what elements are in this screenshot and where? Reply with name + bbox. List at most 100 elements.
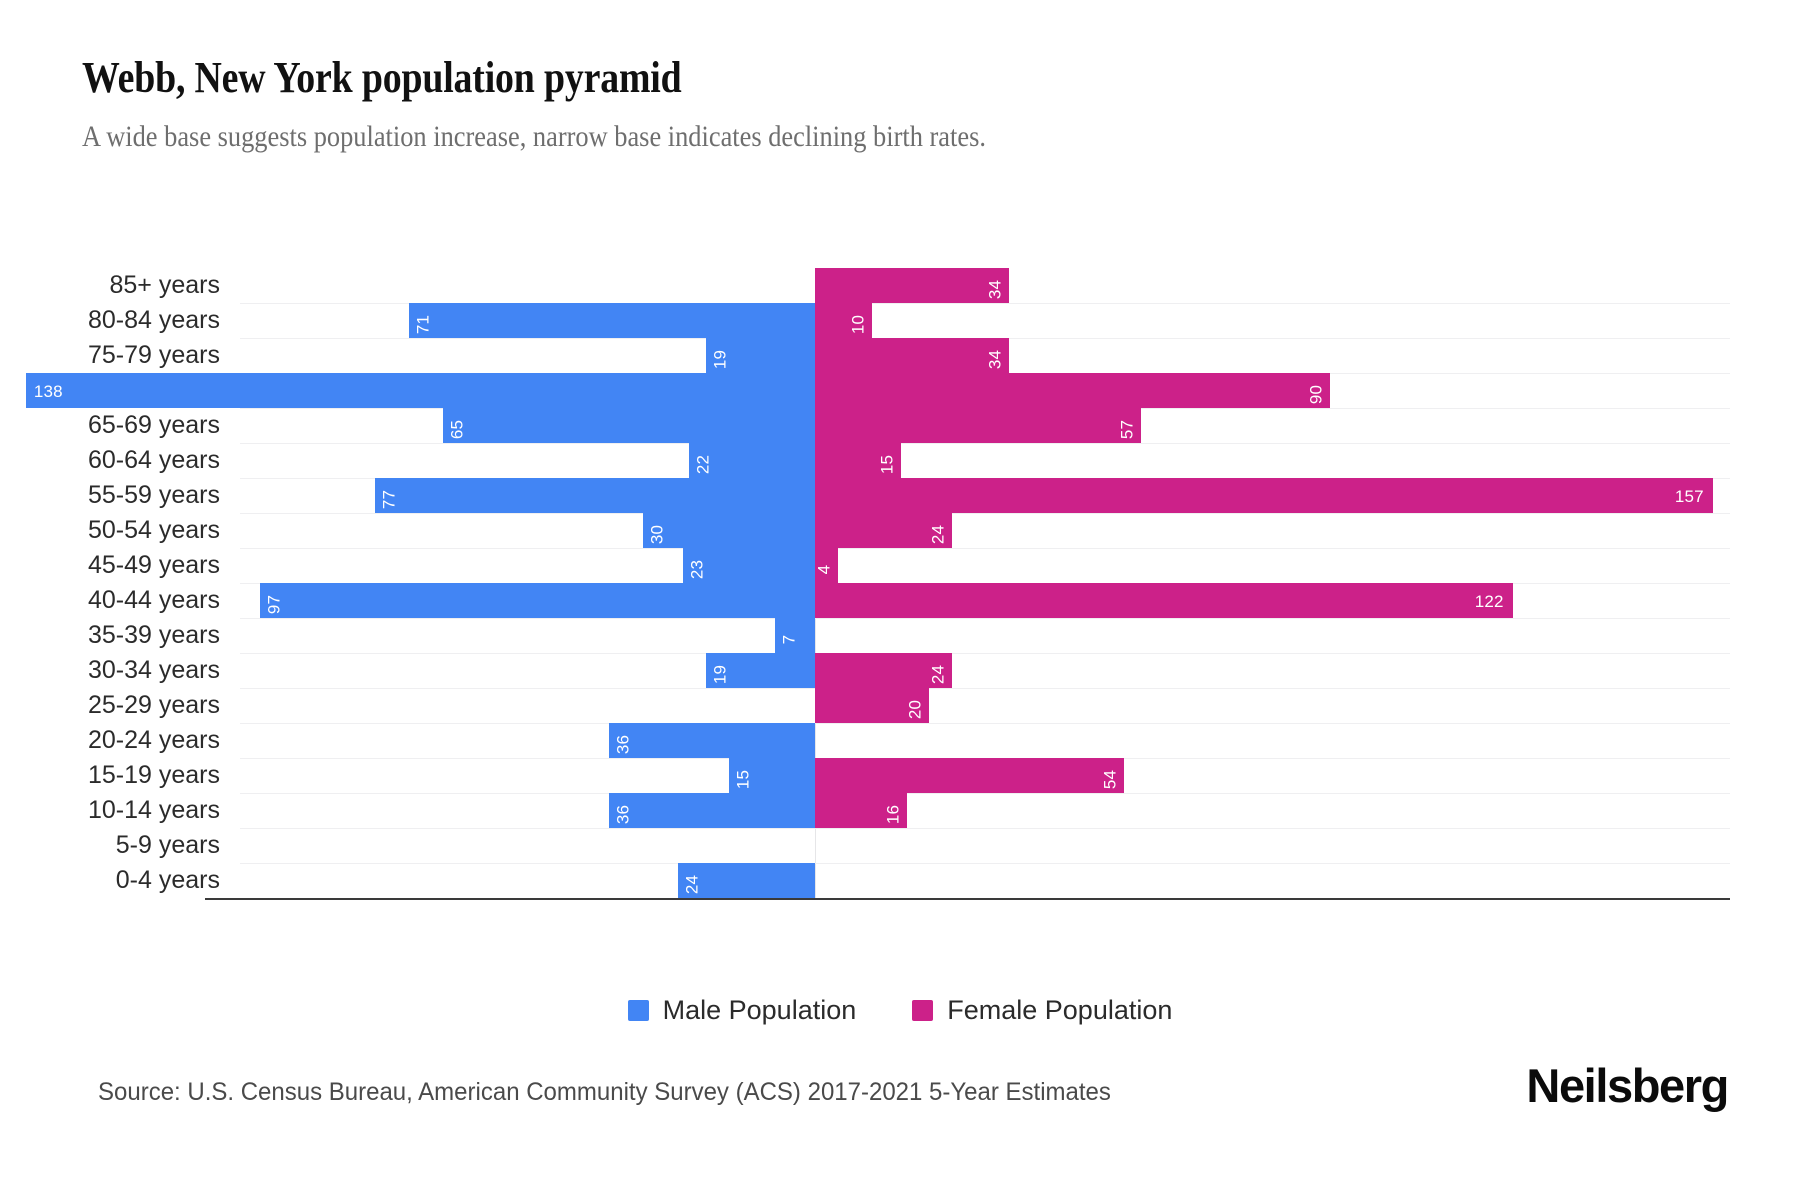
gridline [240, 548, 1730, 549]
bar-male[interactable] [706, 653, 815, 688]
bar-value-label-male: 65 [447, 419, 467, 440]
page-title: Webb, New York population pyramid [82, 53, 682, 102]
legend-item-female[interactable]: Female Population [912, 995, 1172, 1026]
bar-male[interactable] [374, 478, 815, 513]
bar-female[interactable] [815, 478, 1713, 513]
bar-value-label-male: 19 [710, 349, 730, 370]
bar-male[interactable] [774, 618, 815, 653]
bar-value-label-female: 15 [877, 454, 897, 475]
bar-female[interactable] [815, 268, 1010, 303]
bar-male[interactable] [729, 758, 815, 793]
bar-value-label-female: 24 [928, 664, 948, 685]
gridline [240, 688, 1730, 689]
bar-value-label-female: 34 [985, 279, 1005, 300]
bar-male[interactable] [260, 583, 815, 618]
gridline [240, 513, 1730, 514]
bar-male[interactable] [706, 338, 815, 373]
bar-male[interactable] [677, 863, 815, 898]
gridline [240, 863, 1730, 864]
bar-value-label-male: 22 [693, 454, 713, 475]
y-axis-tick-label: 35-39 years [87, 621, 220, 649]
gridline [240, 443, 1730, 444]
legend-swatch-male-icon [627, 1000, 649, 1021]
y-axis-tick-label: 45-49 years [87, 551, 220, 579]
bar-female[interactable] [815, 443, 901, 478]
y-axis-tick-label: 40-44 years [87, 586, 220, 614]
page-subtitle: A wide base suggests population increase… [82, 120, 986, 153]
bar-value-label-female: 4 [814, 564, 834, 575]
bar-value-label-female: 122 [1474, 592, 1504, 611]
y-axis-tick-label: 80-84 years [87, 306, 220, 334]
bar-value-label-male: 97 [264, 594, 284, 615]
y-axis-tick-label: 60-64 years [87, 446, 220, 474]
y-axis-tick-label: 10-14 years [87, 796, 220, 824]
bar-value-label-female: 157 [1674, 487, 1704, 506]
bar-value-label-male: 15 [733, 769, 753, 790]
chart-legend: Male Population Female Population [0, 995, 1800, 1026]
bar-value-label-male: 23 [687, 559, 707, 580]
bar-female[interactable] [815, 793, 907, 828]
bar-value-label-female: 90 [1306, 384, 1326, 405]
y-axis-tick-label: 30-34 years [87, 656, 220, 684]
bar-male[interactable] [609, 793, 815, 828]
bar-value-label-female: 24 [928, 524, 948, 545]
bar-female[interactable] [815, 758, 1124, 793]
bar-value-label-male: 7 [779, 634, 799, 645]
bar-value-label-male: 36 [613, 734, 633, 755]
gridline [240, 653, 1730, 654]
bar-male[interactable] [408, 303, 815, 338]
legend-swatch-female-icon [912, 1000, 934, 1021]
brand-logo: Neilsberg [1526, 1059, 1729, 1112]
y-axis-tick-label: 25-29 years [87, 691, 220, 719]
bar-value-label-female: 20 [905, 699, 925, 720]
gridline [240, 828, 1730, 829]
y-axis-tick-label: 85+ years [109, 271, 221, 299]
y-axis-tick-label: 75-79 years [87, 341, 220, 369]
y-axis-tick-label: 50-54 years [87, 516, 220, 544]
bar-female[interactable] [815, 513, 953, 548]
bar-male[interactable] [609, 723, 815, 758]
bar-value-label-female: 57 [1117, 419, 1137, 440]
bar-value-label-male: 24 [682, 874, 702, 895]
y-axis-tick-label: 55-59 years [87, 481, 220, 509]
source-note: Source: U.S. Census Bureau, American Com… [98, 1078, 1111, 1106]
x-axis-baseline [205, 898, 1730, 900]
bar-male[interactable] [643, 513, 815, 548]
bar-male[interactable] [25, 373, 815, 408]
bar-male[interactable] [689, 443, 815, 478]
bar-male[interactable] [443, 408, 815, 443]
bar-female[interactable] [815, 338, 1010, 373]
bar-value-label-female: 16 [883, 804, 902, 825]
bar-value-label-male: 71 [413, 314, 433, 335]
bar-value-label-female: 54 [1100, 769, 1120, 790]
bar-female[interactable] [815, 583, 1513, 618]
bar-value-label-female: 10 [848, 314, 868, 335]
bar-female[interactable] [815, 408, 1141, 443]
y-axis-tick-label: 0-4 years [115, 866, 220, 894]
gridline [240, 793, 1730, 794]
gridline [240, 303, 1730, 304]
y-axis-tick-label: 65-69 years [87, 411, 220, 439]
bar-male[interactable] [683, 548, 815, 583]
legend-label-male: Male Population [662, 995, 857, 1025]
y-axis-tick-label: 5-9 years [115, 831, 220, 859]
gridline [240, 618, 1730, 619]
bar-value-label-male: 36 [613, 804, 633, 825]
plot-area: 34 71 10 19 34 138 90 65 57 22 15 77 157 30 24 23 4 97 122… [25, 268, 1730, 900]
y-axis-tick-label: 15-19 years [87, 761, 220, 789]
bar-female[interactable] [815, 548, 838, 583]
bar-female[interactable] [815, 303, 873, 338]
bar-value-label-male: 77 [379, 489, 399, 510]
bar-value-label-female: 34 [985, 349, 1005, 370]
legend-label-female: Female Population [947, 995, 1173, 1025]
bar-female[interactable] [815, 688, 930, 723]
bar-value-label-male: 30 [647, 524, 667, 545]
bar-female[interactable] [815, 653, 953, 688]
gridline [240, 723, 1730, 724]
bar-female[interactable] [815, 373, 1330, 408]
y-axis-tick-label: 20-24 years [87, 726, 220, 754]
bar-value-label-male: 138 [33, 382, 63, 401]
legend-item-male[interactable]: Male Population [627, 995, 857, 1026]
